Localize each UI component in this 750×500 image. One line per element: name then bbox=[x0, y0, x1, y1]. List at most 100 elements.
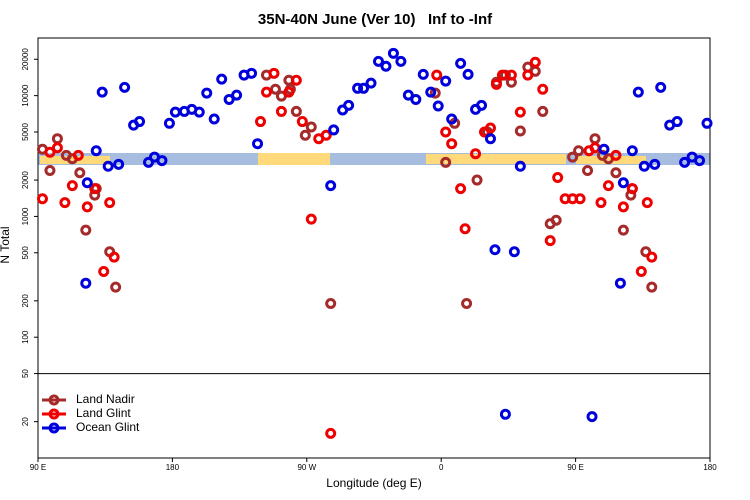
y-axis-label: N Total bbox=[0, 226, 12, 263]
x-tick-label: 90 E bbox=[567, 463, 583, 472]
point bbox=[387, 47, 399, 59]
y-tick-label: 200 bbox=[21, 294, 30, 308]
legend-marker bbox=[48, 422, 60, 434]
point bbox=[694, 155, 706, 167]
y-tick-label: 500 bbox=[21, 246, 30, 260]
legend-marker bbox=[48, 394, 60, 406]
point bbox=[602, 180, 614, 192]
point bbox=[328, 124, 340, 136]
point bbox=[471, 174, 483, 186]
point bbox=[484, 133, 496, 145]
point bbox=[395, 55, 407, 67]
plot-frame bbox=[37, 37, 711, 459]
point bbox=[649, 158, 661, 170]
point bbox=[96, 86, 108, 98]
point bbox=[193, 106, 205, 118]
point bbox=[514, 125, 526, 137]
legend-label: Land Nadir bbox=[76, 392, 135, 406]
point bbox=[380, 60, 392, 72]
y-tick-label: 10000 bbox=[21, 84, 30, 107]
point bbox=[290, 105, 302, 117]
legend-marker bbox=[48, 408, 60, 420]
point bbox=[701, 117, 713, 129]
point bbox=[617, 201, 629, 213]
y-tick-label: 20 bbox=[21, 417, 30, 426]
point bbox=[537, 83, 549, 95]
point bbox=[646, 281, 658, 293]
point bbox=[36, 193, 48, 205]
point bbox=[283, 86, 295, 98]
point bbox=[98, 265, 110, 277]
point bbox=[208, 113, 220, 125]
point bbox=[74, 167, 86, 179]
point bbox=[431, 69, 443, 81]
point bbox=[544, 235, 556, 247]
x-axis-label: Longitude (deg E) bbox=[326, 476, 421, 490]
point bbox=[626, 183, 638, 195]
point bbox=[614, 277, 626, 289]
point bbox=[358, 82, 370, 94]
point bbox=[522, 69, 534, 81]
point bbox=[462, 68, 474, 80]
point bbox=[440, 156, 452, 168]
point bbox=[252, 138, 264, 150]
point bbox=[113, 158, 125, 170]
point bbox=[51, 142, 63, 154]
point bbox=[275, 105, 287, 117]
land-band bbox=[258, 153, 330, 165]
point bbox=[617, 224, 629, 236]
y-tick-label: 20000 bbox=[21, 48, 30, 71]
point bbox=[255, 116, 267, 128]
point bbox=[508, 246, 520, 258]
point bbox=[246, 67, 258, 79]
point bbox=[365, 77, 377, 89]
point bbox=[268, 67, 280, 79]
legend-label: Ocean Glint bbox=[76, 420, 140, 434]
point bbox=[223, 93, 235, 105]
point bbox=[595, 197, 607, 209]
point bbox=[260, 86, 272, 98]
point bbox=[102, 160, 114, 172]
point bbox=[646, 251, 658, 263]
land-band bbox=[426, 154, 566, 164]
point bbox=[231, 89, 243, 101]
point bbox=[574, 193, 586, 205]
point bbox=[440, 126, 452, 138]
point bbox=[80, 224, 92, 236]
point bbox=[325, 180, 337, 192]
point bbox=[134, 116, 146, 128]
point bbox=[641, 197, 653, 209]
point bbox=[325, 427, 337, 439]
point bbox=[410, 93, 422, 105]
point bbox=[269, 83, 281, 95]
point bbox=[459, 223, 471, 235]
point bbox=[505, 69, 517, 81]
point bbox=[119, 81, 131, 93]
point bbox=[632, 86, 644, 98]
point bbox=[325, 298, 337, 310]
point bbox=[108, 251, 120, 263]
point bbox=[455, 183, 467, 195]
point bbox=[476, 99, 488, 111]
point bbox=[552, 172, 564, 184]
legend-label: Land Glint bbox=[76, 406, 131, 420]
x-tick-label: 180 bbox=[703, 463, 717, 472]
point bbox=[455, 57, 467, 69]
point bbox=[216, 73, 228, 85]
point bbox=[635, 265, 647, 277]
point bbox=[537, 105, 549, 117]
point bbox=[489, 244, 501, 256]
point bbox=[610, 149, 622, 161]
point bbox=[550, 214, 562, 226]
point bbox=[110, 281, 122, 293]
point bbox=[372, 55, 384, 67]
point bbox=[432, 100, 444, 112]
point bbox=[446, 138, 458, 150]
y-tick-label: 2000 bbox=[21, 171, 30, 189]
x-tick-label: 180 bbox=[166, 463, 180, 472]
point bbox=[352, 82, 364, 94]
point bbox=[679, 156, 691, 168]
point bbox=[484, 122, 496, 134]
point bbox=[143, 156, 155, 168]
point bbox=[90, 145, 102, 157]
